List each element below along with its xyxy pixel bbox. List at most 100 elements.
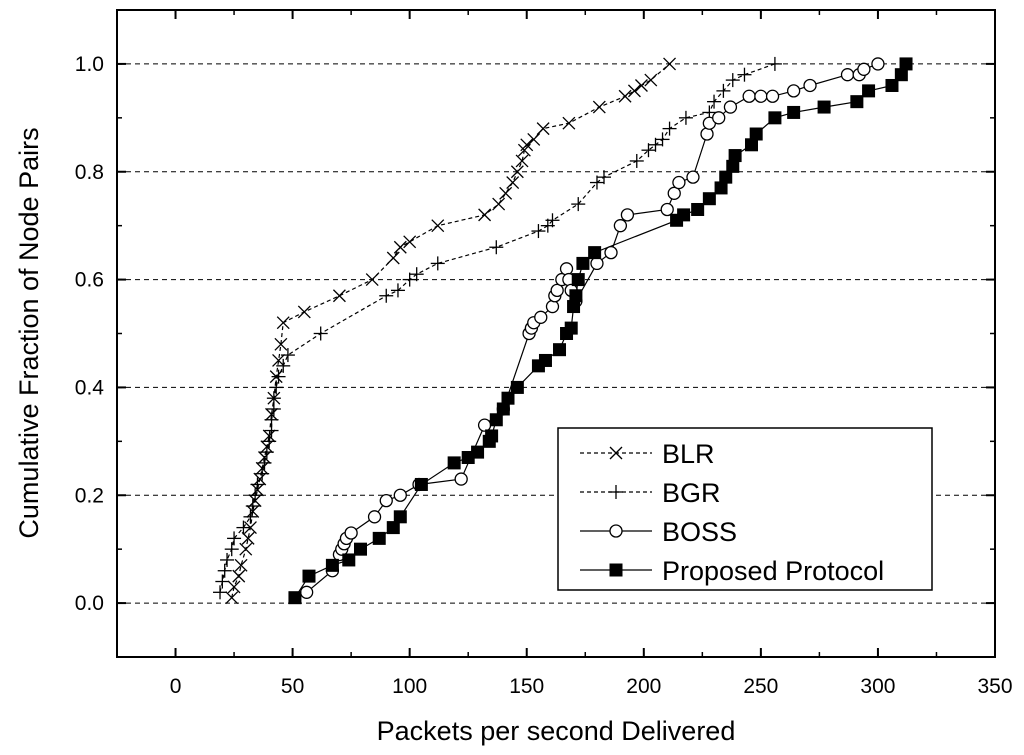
legend-marker-blr-stroke — [609, 446, 623, 460]
data-point-blr-stroke — [618, 89, 632, 103]
data-point-proposed-protocol — [817, 100, 831, 114]
axis-ticks — [116, 9, 996, 658]
data-point-proposed-protocol — [899, 57, 913, 71]
data-point-proposed-protocol — [564, 321, 578, 335]
data-point-blr-stroke — [506, 176, 520, 189]
data-point-blr — [499, 186, 513, 200]
data-point-boss — [765, 89, 780, 103]
data-point-blr — [332, 289, 346, 303]
data-point-bgr — [707, 94, 722, 109]
data-point-blr-stroke — [276, 316, 290, 330]
legend-marker-blr — [609, 446, 623, 460]
data-point-blr-stroke — [393, 240, 407, 254]
data-point-bgr — [220, 552, 235, 567]
legend-item-proposed-protocol: Proposed Protocol — [580, 556, 884, 586]
data-point-bgr — [489, 240, 504, 255]
data-point-boss — [550, 283, 564, 298]
legend-item-bgr: BGR — [580, 478, 721, 508]
legend-label-boss: BOSS — [662, 517, 737, 547]
data-point-bgr — [215, 574, 230, 589]
data-point-boss — [613, 219, 628, 233]
legend-item-blr: BLR — [580, 439, 715, 469]
series-bgr — [213, 56, 782, 600]
data-point-bgr — [213, 585, 228, 600]
data-point-blr — [663, 57, 677, 71]
x-tick-label: 0 — [170, 675, 182, 698]
data-point-bgr — [262, 434, 277, 449]
data-point-bgr — [629, 153, 644, 168]
data-point-blr-stroke — [492, 197, 506, 211]
data-point-blr — [386, 251, 400, 265]
data-point-proposed-protocol — [553, 343, 567, 357]
y-tick-label: 0.8 — [75, 161, 104, 184]
legend-marker-bgr — [609, 485, 623, 499]
y-tick-label: 1.0 — [75, 53, 104, 76]
data-point-blr — [431, 219, 445, 233]
data-point-proposed-protocol — [510, 380, 524, 394]
data-point-proposed-protocol — [894, 68, 908, 82]
tick-labels: 0.0 0.2 0.4 0.6 0.8 1.0 0 50 100 150 200 250 300 350 — [75, 53, 1013, 698]
data-point-blr — [562, 116, 576, 130]
data-point-proposed-protocol — [745, 138, 759, 152]
data-point-proposed-protocol — [496, 402, 510, 416]
data-point-proposed-protocol — [787, 105, 801, 119]
data-point-proposed-protocol — [471, 445, 485, 459]
data-point-boss — [686, 170, 700, 184]
data-point-blr — [365, 273, 379, 287]
data-point-bgr — [227, 531, 242, 546]
data-point-blr — [634, 79, 648, 92]
legend-label-bgr: BGR — [662, 478, 721, 508]
data-point-bgr — [271, 369, 286, 384]
y-axis-title: Cumulative Fraction of Node Pairs — [14, 127, 44, 538]
data-point-boss — [672, 175, 686, 190]
x-tick-label: 150 — [509, 675, 544, 698]
data-point-bgr — [767, 56, 782, 71]
data-point-blr-stroke — [515, 154, 529, 168]
data-point-blr-stroke — [225, 591, 239, 605]
data-point-blr — [515, 154, 529, 168]
data-point-bgr — [596, 170, 611, 185]
data-point-blr-stroke — [386, 251, 400, 265]
data-point-bgr — [662, 121, 677, 136]
data-point-blr — [239, 542, 253, 556]
data-point-boss — [379, 493, 393, 508]
legend-items: BLR BGR BOSS Proposed Protocol — [580, 439, 884, 586]
y-tick-label: 0.6 — [75, 269, 104, 292]
data-point-blr-stroke — [297, 305, 311, 319]
data-point-blr — [234, 558, 248, 572]
data-point-proposed-protocol — [489, 413, 503, 427]
data-point-proposed-protocol — [726, 159, 740, 173]
data-point-bgr — [255, 466, 270, 481]
data-point-proposed-protocol — [302, 569, 316, 583]
data-point-boss — [667, 186, 681, 200]
data-point-blr-stroke — [562, 116, 576, 130]
data-point-bgr — [224, 542, 239, 557]
data-point-boss — [393, 488, 407, 502]
data-point-blr — [627, 84, 641, 98]
data-point-proposed-protocol — [501, 391, 515, 405]
data-point-bgr — [409, 267, 424, 282]
data-point-boss — [660, 202, 674, 217]
data-point-blr-stroke — [644, 73, 658, 87]
data-point-proposed-protocol — [414, 477, 428, 491]
data-point-bgr — [678, 110, 693, 125]
data-point-bgr — [390, 283, 405, 298]
data-point-bgr — [531, 224, 546, 239]
data-point-proposed-protocol — [325, 558, 339, 572]
data-point-boss — [545, 299, 560, 314]
data-point-blr-stroke — [234, 558, 248, 572]
data-point-proposed-protocol — [749, 127, 763, 141]
y-tick-label: 0.4 — [75, 376, 105, 399]
data-point-boss — [344, 526, 358, 540]
data-point-proposed-protocol — [569, 289, 583, 303]
series-boss — [299, 57, 885, 599]
data-point-blr — [520, 138, 534, 152]
data-point-blr-stroke — [536, 122, 550, 136]
data-point-blr-stroke — [592, 100, 606, 114]
data-point-blr — [592, 100, 606, 114]
data-point-boss — [477, 418, 492, 432]
data-point-blr — [274, 337, 288, 351]
data-point-blr-stroke — [332, 289, 346, 303]
data-point-blr — [492, 197, 506, 211]
data-point-proposed-protocol — [702, 192, 716, 206]
